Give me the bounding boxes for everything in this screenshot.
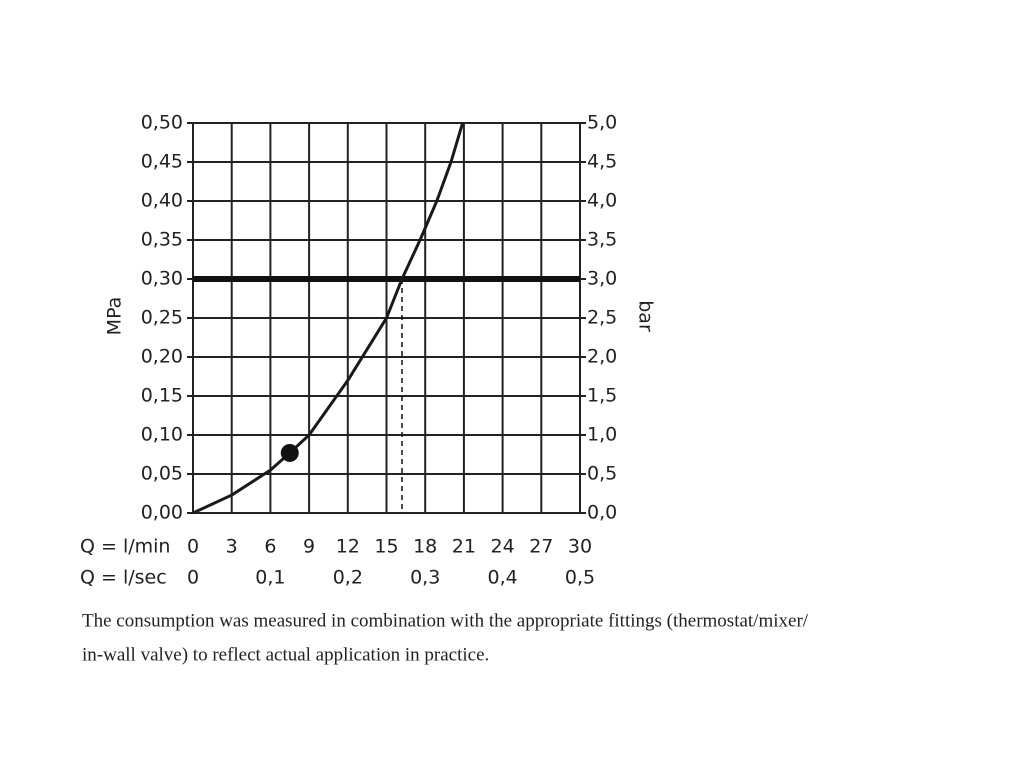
y2-tick-label: 2,0	[587, 346, 617, 368]
y2-tick-label: 0,5	[587, 463, 617, 485]
y-tick-label: 0,30	[141, 268, 183, 290]
operating-point	[280, 443, 299, 462]
x-tick-label: 3	[226, 536, 238, 558]
y2-tick-label: 1,5	[587, 385, 617, 407]
y2-tick-label: 1,0	[587, 424, 617, 446]
y-tick-label: 0,15	[141, 385, 183, 407]
y-tick-label: 0,45	[141, 151, 183, 173]
curve	[192, 122, 465, 515]
y-tick-label: 0,35	[141, 229, 183, 251]
x2-axis-label: Q = l/sec	[80, 567, 167, 589]
caption: in-wall valve) to reflect actual applica…	[82, 644, 489, 665]
y-tick-label: 0,10	[141, 424, 183, 446]
y2-axis-label: bar	[635, 300, 657, 332]
x-tick-label: 9	[303, 536, 315, 558]
y2-tick-label: 0,0	[587, 502, 617, 524]
x-axis-label: Q = l/min	[80, 536, 170, 558]
y2-tick-label: 5,0	[587, 112, 617, 134]
x-tick-label: 27	[529, 536, 553, 558]
y2-tick-label: 4,0	[587, 190, 617, 212]
y-tick-label: 0,05	[141, 463, 183, 485]
y-tick-label: 0,20	[141, 346, 183, 368]
caption: The consumption was measured in combinat…	[82, 610, 809, 631]
y-tick-label: 0,50	[141, 112, 183, 134]
x2-tick-label: 0	[187, 567, 199, 589]
x2-tick-label: 0,5	[565, 567, 595, 589]
y-tick-label: 0,00	[141, 502, 183, 524]
y2-tick-label: 3,0	[587, 268, 617, 290]
x2-tick-label: 0,4	[487, 567, 517, 589]
y2-tick-label: 3,5	[587, 229, 617, 251]
y2-tick-label: 2,5	[587, 307, 617, 329]
x-tick-label: 12	[336, 536, 360, 558]
x-tick-label: 15	[374, 536, 398, 558]
x-tick-label: 18	[413, 536, 437, 558]
x-tick-label: 24	[491, 536, 515, 558]
y2-tick-label: 4,5	[587, 151, 617, 173]
x2-tick-label: 0,3	[410, 567, 440, 589]
y-tick-label: 0,25	[141, 307, 183, 329]
y-tick-label: 0,40	[141, 190, 183, 212]
x-tick-label: 30	[568, 536, 592, 558]
x2-tick-label: 0,1	[255, 567, 285, 589]
x-tick-label: 0	[187, 536, 199, 558]
y-axis-label: MPa	[104, 297, 126, 336]
x-tick-label: 21	[452, 536, 476, 558]
x2-tick-label: 0,2	[333, 567, 363, 589]
x-tick-label: 6	[264, 536, 276, 558]
